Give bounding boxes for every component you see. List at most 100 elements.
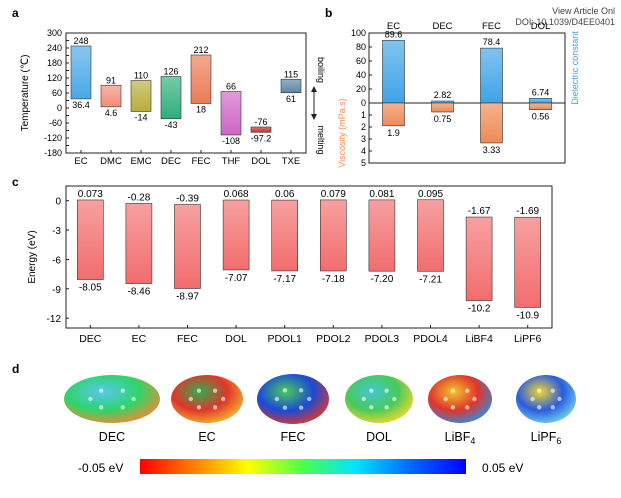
esp-scale-min-label: -0.05 eV — [78, 461, 123, 475]
esp-atom-dot — [196, 405, 202, 410]
panel-b-ytick-bottom-label: 1 — [361, 110, 366, 120]
panel-c-category-label: PDOL2 — [316, 333, 351, 345]
esp-map-blob — [171, 375, 243, 423]
panel-a-bottom-label: -43 — [164, 120, 177, 130]
panel-a-category-label: THF — [222, 156, 241, 167]
panel-a-ytick-label: -180 — [44, 148, 62, 158]
esp-atom-dot — [99, 405, 104, 410]
panel-a-ytick-label: 0 — [57, 103, 62, 113]
esp-map-blob — [64, 375, 160, 423]
panel-c-ytick-label: 0 — [55, 197, 61, 208]
esp-atom-dot — [550, 388, 555, 393]
panel-a-ytick-label: 60 — [52, 88, 62, 98]
panel-a-melting-label: melting — [316, 125, 326, 154]
panel-c-category-label: DEC — [79, 333, 102, 345]
panel-label-b: b — [325, 6, 332, 20]
panel-c-category-label: PDOL4 — [413, 333, 448, 345]
esp-map-blob — [516, 375, 576, 423]
panel-c-lumo-label: -0.28 — [128, 192, 151, 203]
panel-a-chart: Temperature (℃) -180 -120 -60 0 60 120 180 240 3… — [20, 28, 326, 167]
panel-b-top-label: 6.74 — [532, 87, 550, 97]
panel-b-category-label: DOL — [531, 21, 551, 32]
panel-c-lumo-label: 0.081 — [369, 189, 394, 200]
esp-atom-dot — [472, 396, 477, 402]
panel-b-bottom-label: 0.75 — [434, 114, 452, 124]
panel-c-lumo-label: -1.67 — [468, 206, 491, 217]
esp-atom-dot — [120, 388, 126, 393]
panel-a-bar — [250, 126, 272, 133]
panel-b-ylabel-top: Dielectric constant — [570, 31, 580, 105]
esp-atom-dot — [298, 388, 304, 393]
panel-a-ytick-label: 300 — [47, 28, 62, 38]
panel-c-category-label: PDOL3 — [365, 333, 400, 345]
panel-c-bar — [77, 199, 104, 280]
panel-b-ytick-top-label: 40 — [356, 70, 366, 80]
esp-molecule-label: EC — [198, 430, 215, 444]
panel-a-top-label: 248 — [73, 36, 88, 46]
esp-atom-dot — [530, 396, 535, 402]
panel-c-homo-label: -7.20 — [371, 274, 394, 285]
panel-c-homo-label: -7.17 — [273, 274, 296, 285]
panel-a-top-label: -76 — [254, 117, 267, 127]
view-article-link[interactable]: View Article Onl — [552, 6, 615, 16]
panel-b-viscosity-bar — [529, 102, 552, 111]
esp-atom-dot — [384, 405, 389, 410]
esp-atom-dot — [307, 396, 312, 402]
esp-atom-dot — [188, 396, 193, 402]
panel-b-ytick-bottom-label: 5 — [361, 158, 366, 168]
panel-c-homo-label: -7.07 — [225, 273, 248, 284]
panel-a-ytick-label: 120 — [47, 73, 62, 83]
panel-a-ytick-label: 180 — [47, 58, 62, 68]
panel-a-bottom-label: 18 — [196, 105, 206, 115]
esp-atom-dot — [88, 396, 93, 402]
panel-b-bottom-label: 0.56 — [532, 112, 550, 122]
panel-a-bottom-label: -108 — [222, 136, 240, 146]
esp-atom-dot — [450, 405, 455, 410]
panel-a-bottom-label: 4.6 — [105, 108, 118, 118]
panel-c-lumo-label: 0.073 — [78, 189, 103, 200]
panel-b-top-label: 89.6 — [385, 29, 403, 39]
panel-a-bar — [160, 76, 182, 120]
panel-a-bar — [70, 45, 92, 100]
panel-c-bar — [417, 199, 444, 272]
esp-atom-dot — [537, 388, 542, 393]
esp-molecule-label: DOL — [366, 430, 392, 444]
panel-b-chart: Dielectric constant Viscosity (mPa.s) 0 2… — [337, 21, 580, 168]
panel-a-bar — [100, 84, 122, 108]
panel-a-ytick-label: -60 — [49, 118, 62, 128]
esp-atom-dot — [369, 388, 374, 393]
panel-c-lumo-label: -1.69 — [516, 206, 539, 217]
panel-b-ytick-bottom-label: 3 — [361, 134, 366, 144]
panel-c-homo-label: -8.97 — [176, 292, 199, 303]
esp-atom-dot — [465, 405, 470, 410]
panel-a-bottom-label: -97.2 — [251, 133, 272, 143]
esp-atom-dot — [282, 388, 288, 393]
panel-a-top-label: 212 — [193, 45, 208, 55]
panel-b-bottom-label: 3.33 — [483, 145, 501, 155]
esp-atom-dot — [196, 388, 202, 393]
panel-a-top-label: 91 — [106, 75, 116, 85]
panel-a-category-label: DMC — [100, 156, 122, 167]
esp-atom-dot — [557, 396, 562, 402]
panel-c-frame — [65, 185, 553, 329]
esp-atom-dot — [298, 405, 304, 410]
panel-b-ytick-bottom-label: 2 — [361, 122, 366, 132]
panel-b-ytick-top-label: 80 — [356, 42, 366, 52]
esp-atom-dot — [550, 405, 555, 410]
panel-c-lumo-label: 0.068 — [224, 189, 249, 200]
panel-c-ytick-label: -3 — [52, 226, 61, 237]
panel-b-viscosity-bar — [382, 102, 405, 127]
panel-label-d: d — [12, 362, 19, 376]
esp-molecule-label: LiBF4 — [445, 430, 476, 446]
panel-b-top-label: 2.82 — [434, 90, 452, 100]
panel-b-dielectric-bar — [480, 47, 503, 104]
esp-atom-dot — [369, 405, 374, 410]
panel-label-a: a — [12, 6, 19, 20]
esp-molecule-label: LiPF6 — [531, 430, 562, 446]
panel-c-homo-label: -8.46 — [128, 287, 151, 298]
panel-b-ytick-top-label: 20 — [356, 84, 366, 94]
panel-b-viscosity-bar — [431, 102, 454, 113]
esp-atom-dot — [465, 388, 470, 393]
panel-c-ytick-label: -6 — [52, 255, 61, 266]
